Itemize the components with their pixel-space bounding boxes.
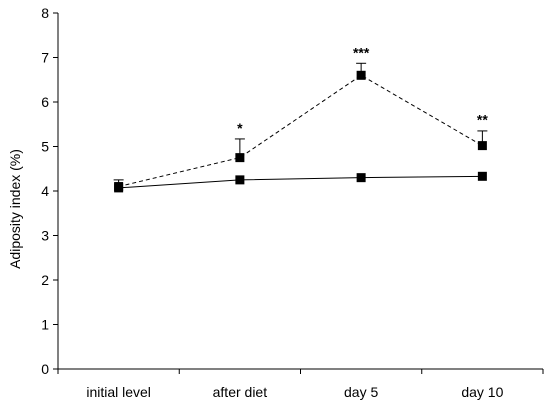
y-tick-label: 6 xyxy=(41,94,49,110)
x-category-label: initial level xyxy=(86,384,151,400)
y-axis-label: Adiposity index (%) xyxy=(7,149,23,269)
significance-annotation: * xyxy=(237,120,243,136)
data-point-marker xyxy=(356,70,366,80)
y-tick-label: 2 xyxy=(41,272,49,288)
series-1 xyxy=(113,62,488,192)
data-point-marker xyxy=(477,141,487,151)
significance-annotation: *** xyxy=(353,45,370,61)
x-category-label: day 10 xyxy=(461,384,503,400)
y-axis-ticks: 0 1 2 3 4 5 6 7 8 xyxy=(41,5,58,377)
significance-annotation: ** xyxy=(477,111,488,127)
y-tick-label: 5 xyxy=(41,139,49,155)
series-line xyxy=(118,74,483,188)
series-line xyxy=(118,175,483,189)
x-category-label: day 5 xyxy=(344,384,378,400)
data-point-marker xyxy=(356,173,366,183)
y-tick-label: 1 xyxy=(41,317,49,333)
y-tick-label: 8 xyxy=(41,5,49,21)
x-category-label: after diet xyxy=(213,384,268,400)
data-point-marker xyxy=(477,171,487,181)
data-point-marker xyxy=(235,175,245,185)
annotation-layer: ****** xyxy=(237,45,488,137)
y-tick-label: 3 xyxy=(41,228,49,244)
data-point-marker xyxy=(114,183,124,193)
axes xyxy=(57,13,543,370)
series-2 xyxy=(114,171,487,193)
data-point-marker xyxy=(235,153,245,163)
x-axis-ticks: initial level after diet day 5 day 10 xyxy=(57,369,544,400)
y-tick-label: 7 xyxy=(41,50,49,66)
series-layer xyxy=(113,62,488,193)
y-tick-label: 4 xyxy=(41,183,49,199)
y-tick-label: 0 xyxy=(41,361,49,377)
